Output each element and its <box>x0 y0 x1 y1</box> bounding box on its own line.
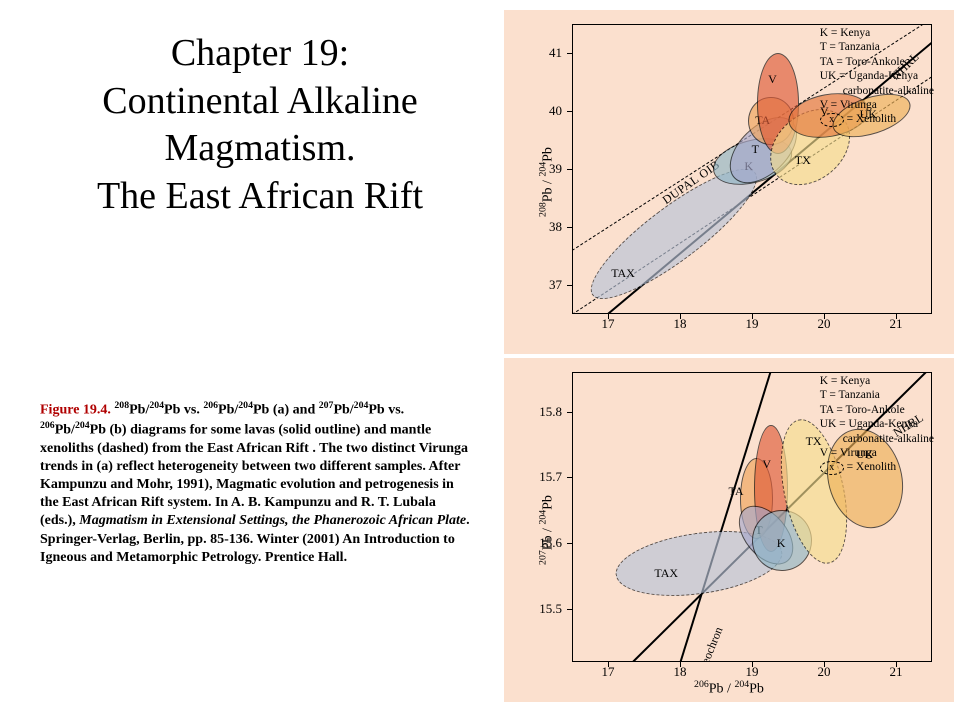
chapter-title: Chapter 19: Continental Alkaline Magmati… <box>20 30 500 220</box>
charts-container: a 208Pb / 204Pb NHRLDUPAL OIBTAXKTTAVTXV… <box>504 10 950 706</box>
xenolith-icon: x <box>820 461 844 475</box>
y-axis-label-b: 207Pb / 204Pb <box>538 495 557 565</box>
legend-a: K = Kenya T = Tanzania TA = Toro-Ankole … <box>820 26 934 127</box>
title-l4: The East African Rift <box>97 175 423 217</box>
y-tick: 15.5 <box>506 601 562 617</box>
figure-caption: Figure 19.4. 208Pb/204Pb vs. 206Pb/204Pb… <box>40 400 470 567</box>
title-l3: Magmatism. <box>164 127 355 169</box>
xenolith-icon: x <box>820 113 844 127</box>
y-tick: 15.8 <box>506 404 562 420</box>
legend-b: K = Kenya T = Tanzania TA = Toro-Ankole … <box>820 374 934 475</box>
y-tick: 15.7 <box>506 469 562 485</box>
y-tick: 41 <box>506 45 562 61</box>
chart-a: a 208Pb / 204Pb NHRLDUPAL OIBTAXKTTAVTXV… <box>504 10 954 354</box>
y-tick: 37 <box>506 277 562 293</box>
y-tick: 15.6 <box>506 535 562 551</box>
title-l2: Continental Alkaline <box>102 80 418 122</box>
y-axis-label-a: 208Pb / 204Pb <box>538 147 557 217</box>
x-axis-label: 206Pb / 204Pb <box>506 679 952 698</box>
y-tick: 39 <box>506 161 562 177</box>
y-tick: 38 <box>506 219 562 235</box>
figure-number: Figure 19.4. <box>40 403 111 418</box>
chart-b: b 207Pb / 204Pb NHRLGeochronTAXTAVTKTXUK… <box>504 358 954 702</box>
y-tick: 40 <box>506 103 562 119</box>
line-label-Geochron: Geochron <box>695 625 727 662</box>
title-l1: Chapter 19: <box>171 32 349 74</box>
